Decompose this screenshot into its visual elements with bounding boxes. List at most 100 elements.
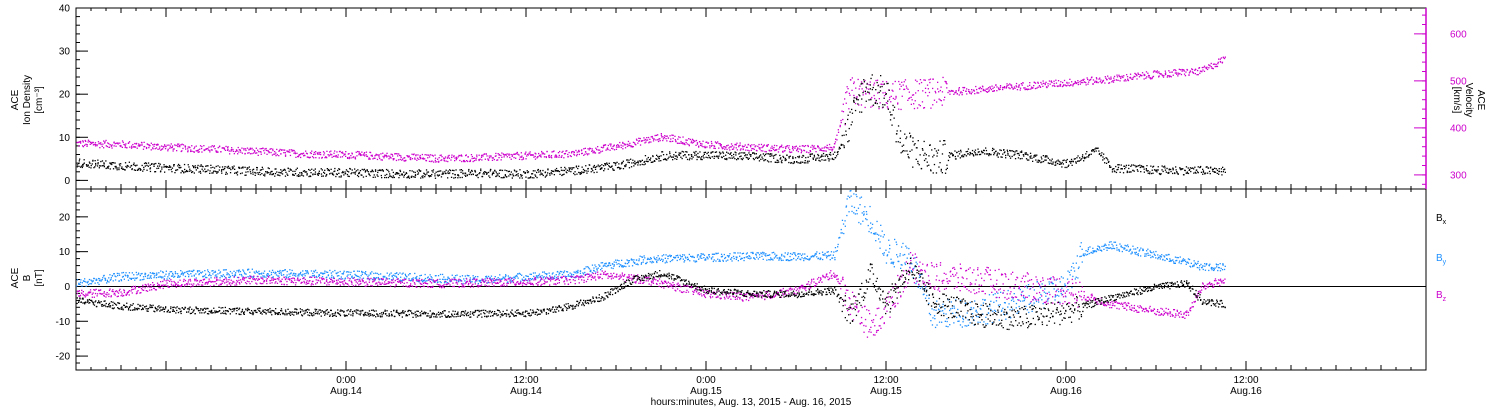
by-point bbox=[158, 272, 160, 274]
by-point bbox=[349, 273, 351, 276]
by-point bbox=[155, 274, 157, 276]
density-point bbox=[292, 174, 294, 176]
velocity-point bbox=[297, 155, 299, 158]
velocity-point bbox=[372, 158, 374, 160]
velocity-point bbox=[497, 159, 499, 161]
density-point bbox=[766, 160, 769, 162]
velocity-point bbox=[999, 85, 1002, 87]
density-point bbox=[682, 151, 685, 153]
velocity-point bbox=[244, 153, 246, 155]
velocity-point bbox=[1168, 75, 1170, 77]
density-point bbox=[321, 169, 323, 171]
velocity-point bbox=[500, 159, 502, 161]
density-point bbox=[314, 168, 316, 170]
density-point bbox=[916, 147, 918, 149]
velocity-point bbox=[1004, 87, 1006, 89]
velocity-point bbox=[311, 150, 313, 152]
velocity-point bbox=[250, 148, 252, 150]
velocity-point bbox=[616, 144, 618, 147]
density-point bbox=[1145, 168, 1147, 170]
density-point bbox=[205, 165, 207, 167]
velocity-point bbox=[830, 148, 832, 151]
density-point bbox=[904, 150, 906, 152]
velocity-point bbox=[390, 157, 392, 159]
by-point bbox=[312, 275, 315, 277]
velocity-point bbox=[894, 80, 896, 83]
density-point bbox=[400, 173, 403, 175]
velocity-point bbox=[1107, 75, 1109, 77]
density-point bbox=[736, 159, 738, 161]
by-point bbox=[397, 273, 399, 276]
velocity-point bbox=[736, 142, 738, 144]
density-point bbox=[110, 162, 112, 164]
by-point bbox=[487, 275, 490, 278]
velocity-point bbox=[958, 88, 960, 90]
velocity-point bbox=[387, 155, 389, 157]
density-point bbox=[1088, 153, 1091, 156]
velocity-point bbox=[219, 145, 221, 147]
velocity-point bbox=[1083, 81, 1086, 83]
by-point bbox=[188, 270, 190, 272]
density-point bbox=[1218, 170, 1220, 172]
by-point bbox=[174, 275, 176, 278]
density-point bbox=[912, 166, 914, 168]
velocity-point bbox=[265, 149, 267, 152]
by-point bbox=[173, 276, 175, 278]
velocity-point bbox=[771, 147, 774, 149]
density-point bbox=[760, 154, 762, 156]
velocity-point bbox=[347, 157, 349, 159]
density-point bbox=[746, 154, 748, 156]
velocity-point bbox=[674, 139, 676, 141]
density-point bbox=[634, 160, 636, 162]
velocity-point bbox=[680, 140, 682, 143]
density-point bbox=[793, 162, 795, 164]
density-point bbox=[1200, 165, 1202, 168]
velocity-point bbox=[328, 155, 330, 157]
density-point bbox=[330, 168, 332, 170]
by-point bbox=[436, 279, 438, 282]
density-point bbox=[325, 175, 327, 177]
density-point bbox=[442, 173, 444, 175]
by-point bbox=[221, 275, 223, 277]
density-point bbox=[998, 153, 1000, 155]
density-point bbox=[909, 150, 911, 152]
by-point bbox=[306, 271, 308, 273]
density-point bbox=[644, 155, 647, 157]
velocity-point bbox=[1173, 69, 1175, 71]
by-point bbox=[432, 280, 434, 282]
velocity-point bbox=[586, 153, 588, 155]
by-point bbox=[579, 270, 582, 272]
velocity-point bbox=[1006, 85, 1008, 87]
density-point bbox=[105, 167, 107, 170]
velocity-point bbox=[518, 158, 521, 160]
velocity-point bbox=[960, 91, 962, 93]
by-point bbox=[423, 280, 425, 282]
velocity-point bbox=[782, 150, 784, 153]
velocity-point bbox=[1113, 75, 1116, 78]
velocity-point bbox=[958, 90, 960, 92]
velocity-point bbox=[698, 145, 700, 147]
density-point bbox=[408, 175, 410, 177]
density-point bbox=[815, 158, 817, 160]
density-point bbox=[1202, 170, 1205, 172]
velocity-point bbox=[289, 151, 291, 153]
density-point bbox=[266, 172, 268, 174]
velocity-point bbox=[564, 153, 566, 155]
density-point bbox=[604, 163, 606, 165]
velocity-point bbox=[868, 93, 871, 95]
velocity-point bbox=[900, 108, 902, 111]
velocity-point bbox=[910, 103, 912, 105]
by-point bbox=[95, 279, 97, 281]
density-point bbox=[801, 156, 803, 158]
velocity-point bbox=[903, 88, 905, 91]
density-point bbox=[902, 150, 904, 152]
density-point bbox=[906, 150, 908, 152]
density-point bbox=[107, 167, 109, 169]
velocity-point bbox=[363, 154, 365, 156]
density-point bbox=[614, 162, 616, 164]
velocity-point bbox=[1002, 86, 1004, 89]
density-point bbox=[1050, 160, 1052, 162]
velocity-point bbox=[469, 160, 471, 163]
velocity-point bbox=[731, 145, 734, 147]
density-point bbox=[494, 169, 496, 171]
